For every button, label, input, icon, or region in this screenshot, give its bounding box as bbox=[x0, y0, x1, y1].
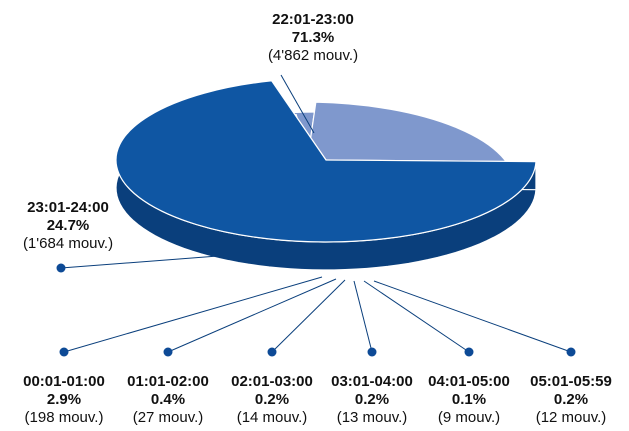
slice-percent-label: 0.2% bbox=[554, 391, 588, 408]
slice-count-label: (12 mouv.) bbox=[536, 409, 607, 426]
pie-slices bbox=[115, 80, 537, 271]
slice-percent-label: 0.2% bbox=[355, 391, 389, 408]
slice-label: 03:01-04:000.2%(13 mouv.) bbox=[331, 373, 413, 426]
leader-dot bbox=[163, 347, 173, 357]
pie-slice bbox=[115, 80, 537, 271]
leader-line bbox=[59, 276, 323, 357]
slice-label: 01:01-02:000.4%(27 mouv.) bbox=[127, 373, 209, 426]
slice-category-label: 00:01-01:00 bbox=[23, 373, 105, 390]
slice-category-label: 02:01-03:00 bbox=[231, 373, 313, 390]
slice-percent-label: 0.4% bbox=[151, 391, 185, 408]
leader-line bbox=[280, 74, 315, 134]
slice-label: 04:01-05:000.1%(9 mouv.) bbox=[428, 373, 510, 426]
leader-dot bbox=[464, 347, 474, 357]
slice-label: 00:01-01:002.9%(198 mouv.) bbox=[23, 373, 105, 426]
slice-label: 05:01-05:590.2%(12 mouv.) bbox=[530, 373, 612, 426]
leader-line bbox=[353, 280, 377, 357]
slice-count-label: (27 mouv.) bbox=[133, 409, 204, 426]
slice-category-label: 01:01-02:00 bbox=[127, 373, 209, 390]
leader-line bbox=[267, 279, 346, 357]
slice-count-label: (9 mouv.) bbox=[438, 409, 500, 426]
leader-line bbox=[163, 278, 337, 357]
slice-percent-label: 71.3% bbox=[292, 29, 335, 46]
slice-category-label: 05:01-05:59 bbox=[530, 373, 612, 390]
leader-lines bbox=[56, 74, 576, 357]
leader-line bbox=[56, 255, 219, 273]
slice-count-label: (4'862 mouv.) bbox=[268, 47, 358, 64]
slice-category-label: 23:01-24:00 bbox=[27, 199, 109, 216]
slice-count-label: (198 mouv.) bbox=[25, 409, 104, 426]
slice-count-label: (14 mouv.) bbox=[237, 409, 308, 426]
slice-count-label: (1'684 mouv.) bbox=[23, 235, 113, 252]
slice-category-label: 04:01-05:00 bbox=[428, 373, 510, 390]
leader-line bbox=[363, 280, 474, 357]
slice-category-label: 03:01-04:00 bbox=[331, 373, 413, 390]
leader-dot bbox=[56, 263, 66, 273]
leader-dot bbox=[367, 347, 377, 357]
slice-category-label: 22:01-23:00 bbox=[272, 11, 354, 28]
leader-line bbox=[373, 280, 576, 357]
leader-dot bbox=[566, 347, 576, 357]
slice-percent-label: 24.7% bbox=[47, 217, 90, 234]
leader-dot bbox=[59, 347, 69, 357]
slice-label: 02:01-03:000.2%(14 mouv.) bbox=[231, 373, 313, 426]
slice-count-label: (13 mouv.) bbox=[337, 409, 408, 426]
leader-dot bbox=[267, 347, 277, 357]
slice-percent-label: 0.2% bbox=[255, 391, 289, 408]
slice-percent-label: 0.1% bbox=[452, 391, 486, 408]
slice-percent-label: 2.9% bbox=[47, 391, 81, 408]
